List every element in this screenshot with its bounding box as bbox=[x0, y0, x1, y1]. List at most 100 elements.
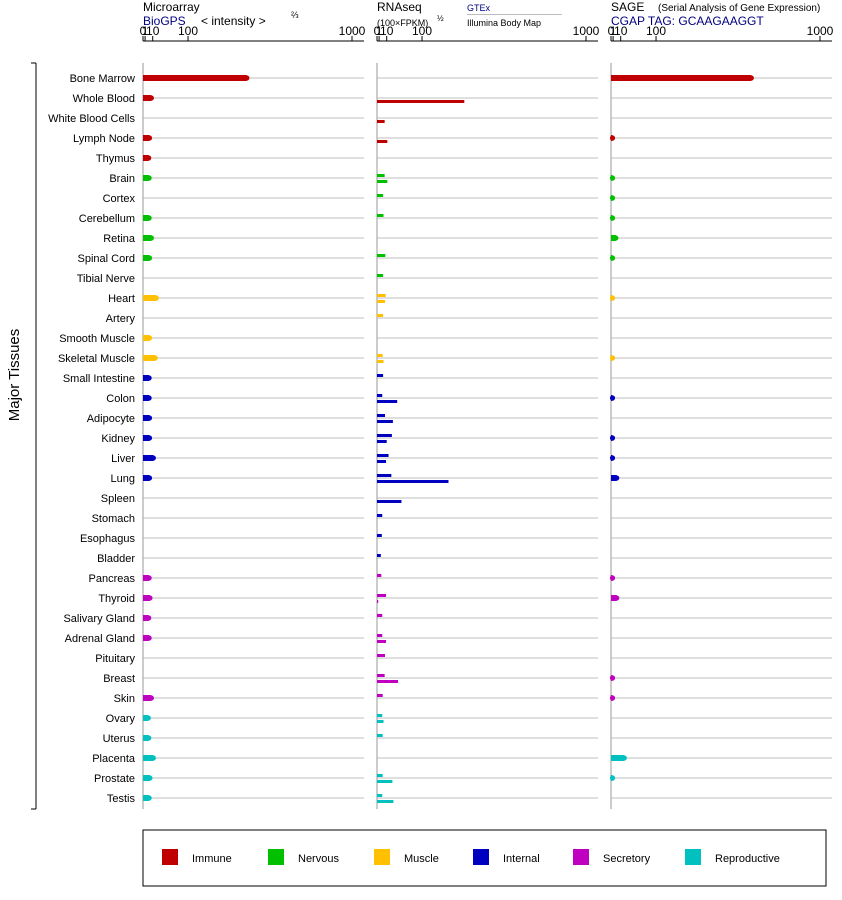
microarray-bar-cap bbox=[146, 255, 153, 261]
sage-bar-cap bbox=[609, 455, 616, 461]
tissue-label: Skin bbox=[114, 693, 135, 705]
sage-bar-cap bbox=[609, 675, 616, 681]
microarray-bar-cap bbox=[146, 135, 153, 141]
legend-swatch-immune bbox=[162, 849, 178, 865]
legend-label-secretory: Secretory bbox=[603, 853, 651, 865]
microarray-bar-cap bbox=[146, 175, 152, 181]
rnaseq-illumina-bar bbox=[377, 120, 385, 123]
rnaseq-header: RNAseq (100×FPKM) ½ GTEx Illumina Body M… bbox=[377, 0, 562, 28]
y-axis-bracket bbox=[31, 62, 37, 810]
tissue-label: Bone Marrow bbox=[70, 73, 135, 85]
microarray-bar bbox=[143, 175, 150, 181]
legend-swatch-internal bbox=[473, 849, 489, 865]
rnaseq-unit: (100×FPKM) bbox=[377, 18, 428, 28]
rnaseq-illumina-bar bbox=[377, 360, 384, 363]
rnaseq-gtex-bar bbox=[377, 434, 392, 437]
tissue-label: Adrenal Gland bbox=[65, 633, 135, 645]
sage-bar-cap bbox=[609, 575, 616, 581]
rnaseq-illumina-bar bbox=[377, 780, 393, 783]
rnaseq-illumina-bar bbox=[377, 640, 387, 643]
rnaseq-gtex-bar bbox=[377, 534, 382, 537]
tissue-label: Prostate bbox=[94, 773, 135, 785]
microarray-bar-cap bbox=[146, 795, 152, 801]
microarray-bar bbox=[143, 295, 157, 301]
sage-bar-cap bbox=[609, 395, 616, 401]
legend-box bbox=[142, 829, 827, 887]
rnaseq-gtex-bar bbox=[377, 314, 384, 317]
microarray-bar-cap bbox=[146, 475, 153, 481]
microarray-unit-exponent: ⅔ bbox=[291, 10, 299, 20]
rnaseq-illumina-bar bbox=[377, 180, 388, 183]
microarray-bar bbox=[143, 235, 152, 241]
rnaseq-illumina-bar bbox=[377, 800, 394, 803]
sage-bar-cap bbox=[621, 755, 627, 761]
rnaseq-gtex-bar bbox=[377, 514, 383, 517]
y-axis-label: Major Tissues bbox=[6, 329, 23, 422]
rnaseq-gtex-bar bbox=[377, 774, 383, 777]
tissue-label: Tibial Nerve bbox=[77, 273, 135, 285]
sage-bar-cap bbox=[609, 695, 616, 701]
microarray-bar bbox=[143, 715, 149, 721]
rnaseq-tick-label: 10 bbox=[380, 24, 394, 38]
tissue-label: Lymph Node bbox=[73, 133, 135, 145]
rnaseq-illumina-bar bbox=[377, 600, 379, 603]
microarray-bar bbox=[143, 455, 154, 461]
microarray-bar bbox=[143, 735, 149, 741]
microarray-bar-cap bbox=[146, 415, 153, 421]
rnaseq-gtex-bar bbox=[377, 174, 385, 177]
microarray-header: Microarray BioGPS < intensity > ⅔ bbox=[143, 0, 299, 28]
rnaseq-gtex-bar bbox=[377, 574, 382, 577]
rnaseq-gtex-bar bbox=[377, 274, 384, 277]
rnaseq-gtex-bar bbox=[377, 694, 383, 697]
microarray-bar-cap bbox=[244, 75, 250, 81]
rnaseq-illumina-bar bbox=[377, 680, 399, 683]
microarray-bar bbox=[143, 155, 149, 161]
rnaseq-illumina-bar bbox=[377, 420, 393, 423]
tissue-label: Cerebellum bbox=[79, 213, 135, 225]
microarray-bar-cap bbox=[146, 435, 153, 441]
microarray-source: BioGPS bbox=[143, 14, 186, 28]
rnaseq-source-gtex: GTEx bbox=[467, 3, 491, 13]
sage-tag: CGAP TAG: GCAAGAAGGT bbox=[611, 14, 764, 28]
microarray-bar bbox=[143, 775, 150, 781]
microarray-bar bbox=[143, 335, 150, 341]
sage-bar bbox=[611, 75, 752, 81]
rnaseq-gtex-bar bbox=[377, 474, 392, 477]
rnaseq-illumina-bar bbox=[377, 100, 465, 103]
tissue-label: Breast bbox=[103, 673, 135, 685]
tissue-label: Whole Blood bbox=[73, 93, 135, 105]
tissue-label: Heart bbox=[108, 293, 135, 305]
microarray-bar bbox=[143, 395, 150, 401]
microarray-bar bbox=[143, 575, 150, 581]
rnaseq-illumina-bar bbox=[377, 480, 449, 483]
microarray-bar bbox=[143, 595, 150, 601]
microarray-bar-cap bbox=[148, 695, 154, 701]
microarray-bar-cap bbox=[146, 735, 152, 741]
microarray-bar bbox=[143, 695, 152, 701]
microarray-tick-label: 0 bbox=[140, 24, 147, 38]
microarray-bar-cap bbox=[146, 635, 152, 641]
microarray-bar-cap bbox=[148, 95, 154, 101]
tissue-label: Thymus bbox=[96, 153, 136, 165]
legend: Immune Nervous Muscle Internal Secretory Repr… bbox=[142, 829, 827, 887]
microarray-bar bbox=[143, 435, 150, 441]
rnaseq-illumina-bar bbox=[377, 440, 387, 443]
rnaseq-gtex-bar bbox=[377, 354, 383, 357]
tissue-label: Lung bbox=[111, 473, 135, 485]
legend-swatch-reproductive bbox=[685, 849, 701, 865]
sage-bar-cap bbox=[614, 475, 620, 481]
sage-title: SAGE bbox=[611, 0, 644, 14]
rnaseq-title: RNAseq bbox=[377, 0, 422, 14]
tissue-label: Placenta bbox=[92, 753, 136, 765]
sage-tick-label: 0 bbox=[608, 24, 615, 38]
rnaseq-gtex-bar bbox=[377, 394, 383, 397]
microarray-bar-cap bbox=[145, 715, 151, 721]
rnaseq-gtex-bar bbox=[377, 194, 384, 197]
tissue-label: Brain bbox=[109, 173, 135, 185]
sage-bar-cap bbox=[748, 75, 754, 81]
tissue-label: Ovary bbox=[106, 713, 136, 725]
tissue-label: Colon bbox=[106, 393, 135, 405]
microarray-bar bbox=[143, 135, 150, 141]
tissue-label: Adipocyte bbox=[87, 413, 135, 425]
